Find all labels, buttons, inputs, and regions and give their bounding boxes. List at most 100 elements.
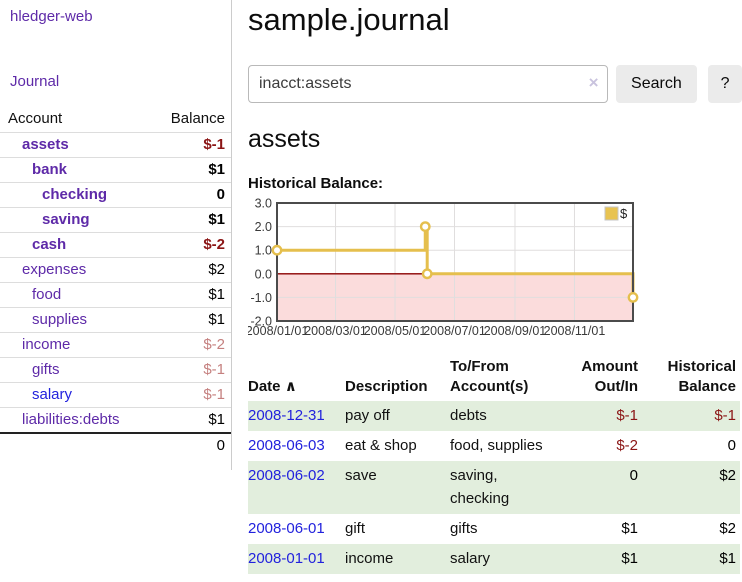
account-row: gifts $-1: [0, 357, 231, 383]
transaction-balance: $2: [719, 467, 736, 484]
transaction-balance: $1: [719, 550, 736, 567]
app-title-link[interactable]: hledger-web: [10, 8, 93, 25]
account-balance: 0: [216, 186, 225, 203]
account-row: salary $-1: [0, 382, 231, 408]
main-content: sample.journal × Search ? assets Histori…: [246, 0, 742, 574]
account-balance: $-1: [203, 361, 225, 378]
transaction-balance: $-1: [714, 407, 736, 424]
svg-text:1.0: 1.0: [255, 244, 272, 258]
transaction-date-link[interactable]: 2008-06-03: [248, 437, 325, 454]
register-table: Date ∧ Description To/From Account(s) Am…: [248, 355, 740, 574]
svg-text:2008/09/01: 2008/09/01: [484, 324, 547, 338]
search-form: × Search ?: [248, 65, 742, 103]
transaction-accounts: gifts: [450, 520, 478, 537]
transaction-accounts: salary: [450, 550, 491, 567]
legend-label: $: [620, 206, 628, 221]
register-header-date[interactable]: Date ∧: [248, 378, 297, 395]
transaction-row: 2008-06-02 save saving, checking 0 $2: [248, 461, 740, 514]
transaction-row: 2008-12-31 pay off debts $-1 $-1: [248, 401, 740, 431]
account-link-saving[interactable]: saving: [42, 211, 90, 228]
transaction-description: eat & shop: [345, 437, 417, 454]
accounts-table: Account Balance assets $-1 bank $1 checking 0…: [0, 106, 231, 458]
svg-text:2008/01/01: 2008/01/01: [248, 324, 308, 338]
account-row: expenses $2: [0, 257, 231, 283]
account-balance: $1: [208, 161, 225, 178]
account-row: supplies $1: [0, 307, 231, 333]
search-button[interactable]: Search: [615, 65, 698, 103]
legend-swatch: [604, 206, 619, 221]
account-link-checking[interactable]: checking: [42, 186, 108, 203]
account-balance: $-2: [203, 236, 225, 253]
account-balance: $1: [208, 311, 225, 328]
balance-chart-svg: $3.0 2.0 1.0 0.0 -1.0 -2.02008/01/012008/03/0…: [246, 197, 639, 338]
transaction-amount: $1: [621, 520, 638, 537]
transaction-accounts: saving, checking: [450, 467, 510, 507]
account-row: saving $1: [0, 207, 231, 233]
account-balance: $-1: [203, 136, 225, 153]
transaction-date-link[interactable]: 2008-06-01: [248, 520, 325, 537]
account-row: assets $-1: [0, 132, 231, 158]
svg-text:2008/11/01: 2008/11/01: [544, 324, 606, 338]
account-balance: $1: [208, 411, 225, 428]
account-link-food[interactable]: food: [32, 286, 62, 303]
transaction-accounts: debts: [450, 407, 487, 424]
accounts-total-row: 0: [0, 433, 231, 458]
svg-text:-1.0: -1.0: [250, 291, 272, 305]
transaction-description: gift: [345, 520, 366, 537]
account-heading: assets: [248, 125, 321, 153]
transaction-accounts: food, supplies: [450, 437, 543, 454]
account-balance: $-1: [203, 386, 225, 403]
register-header-accounts: To/From Account(s): [450, 358, 529, 395]
account-link-assets[interactable]: assets: [22, 136, 69, 153]
transaction-amount: $-2: [616, 437, 638, 454]
account-balance: $1: [208, 286, 225, 303]
page-title: sample.journal: [248, 2, 450, 37]
transaction-date-link[interactable]: 2008-12-31: [248, 407, 325, 424]
register-header-balance: Historical Balance: [667, 358, 736, 395]
account-link-bank[interactable]: bank: [32, 161, 68, 178]
transaction-balance: $2: [719, 520, 736, 537]
account-link-gifts[interactable]: gifts: [32, 361, 60, 378]
help-button[interactable]: ?: [708, 65, 742, 103]
svg-text:3.0: 3.0: [255, 197, 272, 211]
register-header-description: Description: [345, 378, 428, 395]
sort-ascending-icon: ∧: [284, 378, 297, 395]
accounts-header-balance: Balance: [170, 110, 225, 127]
svg-text:0.0: 0.0: [255, 267, 272, 281]
transaction-row: 2008-06-03 eat & shop food, supplies $-2 0: [248, 431, 740, 461]
transaction-amount: $1: [621, 550, 638, 567]
account-link-salary[interactable]: salary: [32, 386, 73, 403]
accounts-header-account: Account: [8, 110, 63, 127]
transaction-balance: 0: [727, 437, 736, 454]
account-row: cash $-2: [0, 232, 231, 258]
historical-balance-chart: $3.0 2.0 1.0 0.0 -1.0 -2.0 2008/01/01 2008/03/0…: [246, 197, 742, 339]
search-input[interactable]: [248, 65, 608, 103]
search-input-wrap: ×: [248, 65, 608, 103]
transaction-row: 2008-01-01 income salary $1 $1: [248, 544, 740, 574]
sidebar-item-journal[interactable]: Journal: [10, 73, 60, 90]
svg-text:2.0: 2.0: [255, 220, 272, 234]
clear-search-icon[interactable]: ×: [588, 73, 599, 92]
svg-text:2008/07/01: 2008/07/01: [423, 324, 486, 338]
accounts-total-value: 0: [216, 437, 225, 454]
svg-text:-2.0: -2.0: [250, 315, 272, 329]
transaction-date-link[interactable]: 2008-06-02: [248, 467, 325, 484]
account-link-cash[interactable]: cash: [32, 236, 67, 253]
transaction-description: pay off: [345, 407, 390, 424]
transaction-description: income: [345, 550, 394, 567]
account-link-expenses[interactable]: expenses: [22, 261, 87, 278]
account-balance: $2: [208, 261, 225, 278]
account-link-liabilities-debts[interactable]: liabilities:debts: [22, 411, 120, 428]
sidebar: hledger-web Journal Account Balance asse…: [0, 0, 232, 470]
account-balance: $-2: [203, 336, 225, 353]
account-balance: $1: [208, 211, 225, 228]
account-link-income[interactable]: income: [22, 336, 71, 353]
account-row: bank $1: [0, 157, 231, 183]
svg-text:2008/05/01: 2008/05/01: [364, 324, 427, 338]
account-row: liabilities:debts $1: [0, 407, 231, 434]
account-link-supplies[interactable]: supplies: [32, 311, 88, 328]
svg-text:2008/03/01: 2008/03/01: [304, 324, 367, 338]
transaction-date-link[interactable]: 2008-01-01: [248, 550, 325, 567]
transaction-description: save: [345, 467, 377, 484]
transaction-amount: $-1: [616, 407, 638, 424]
